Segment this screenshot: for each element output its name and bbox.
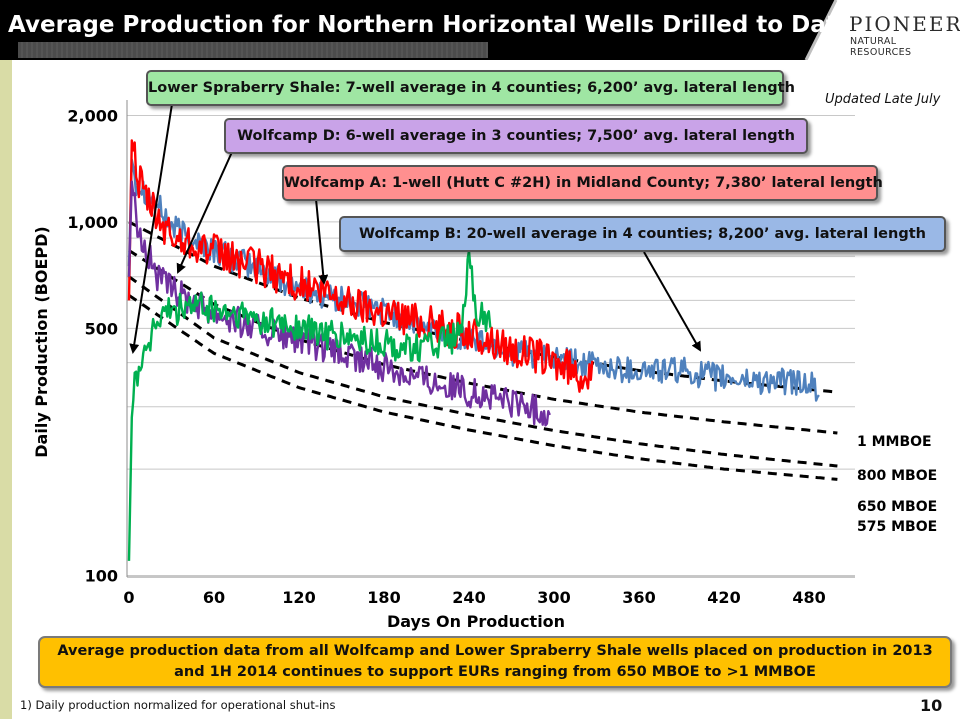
type-curve-label: 575 MBOE: [857, 519, 937, 535]
x-tick-label: 420: [707, 588, 740, 607]
callout-arrow: [643, 251, 701, 352]
y-tick-labels: 100 500 1,000 2,000: [67, 107, 118, 586]
summary-banner: Average production data from all Wolfcam…: [38, 636, 952, 688]
x-tick-label: 240: [452, 588, 485, 607]
type-curve-labels: 1 MMBOE 800 MBOE 650 MBOE 575 MBOE: [857, 434, 937, 535]
type-curve-label: 1 MMBOE: [857, 434, 932, 450]
slide-title: Average Production for Northern Horizont…: [8, 12, 861, 38]
company-logo-name: PIONEER: [849, 12, 960, 36]
callout-wolfcamp-d: Wolfcamp D: 6-well average in 3 counties…: [224, 118, 808, 154]
footnote: 1) Daily production normalized for opera…: [20, 698, 336, 712]
left-accent-bar: [0, 60, 12, 719]
title-footnote-marker: 1: [852, 12, 861, 27]
series-line: [127, 139, 594, 393]
chart-axes: [126, 100, 855, 578]
type-curve-label: 800 MBOE: [857, 468, 937, 484]
x-axis-title: Days On Production: [387, 612, 565, 631]
callout-arrow: [315, 198, 329, 285]
type-curve-label: 650 MBOE: [857, 499, 937, 515]
callout-wolfcamp-b: Wolfcamp B: 20-well average in 4 countie…: [339, 216, 946, 252]
slide-header: Average Production for Northern Horizont…: [0, 0, 960, 64]
type-curve-line: [128, 275, 838, 468]
callout-wolfcamp-a: Wolfcamp A: 1-well (Hutt C #2H) in Midla…: [282, 165, 883, 201]
y-tick-label: 100: [85, 567, 118, 586]
x-tick-label: 300: [537, 588, 570, 607]
y-tick-label: 2,000: [67, 107, 118, 126]
callout-arrows: [129, 103, 701, 354]
series-line: [127, 180, 551, 427]
x-tick-label: 360: [622, 588, 655, 607]
callout-arrow: [129, 103, 173, 354]
blurred-subtitle: [18, 42, 488, 58]
x-tick-label: 480: [792, 588, 825, 607]
series-line: [127, 249, 492, 561]
updated-note: Updated Late July: [825, 92, 941, 107]
type-curve-line: [128, 294, 838, 481]
series-lines: [127, 139, 820, 561]
y-tick-label: 500: [85, 319, 118, 338]
x-tick-label: 180: [367, 588, 400, 607]
callout-arrow: [176, 151, 233, 274]
page-number: 10: [920, 696, 943, 715]
x-tick-labels: 0 60 120 180 240 300 360 420 480: [123, 588, 825, 607]
company-logo-subtitle: NATURAL RESOURCES: [850, 36, 912, 58]
y-axis-title: Daily Production (BOEPD): [32, 226, 51, 457]
callout-lower-spraberry: Lower Spraberry Shale: 7-well average in…: [146, 70, 795, 106]
x-tick-label: 120: [282, 588, 315, 607]
summary-line-1: Average production data from all Wolfcam…: [57, 643, 933, 659]
x-tick-label: 60: [203, 588, 225, 607]
slide-title-text: Average Production for Northern Horizont…: [8, 12, 853, 38]
y-tick-label: 1,000: [67, 213, 118, 232]
series-line: [127, 158, 820, 402]
x-tick-label: 0: [123, 588, 134, 607]
summary-line-2: and 1H 2014 continues to support EURs ra…: [174, 664, 816, 680]
